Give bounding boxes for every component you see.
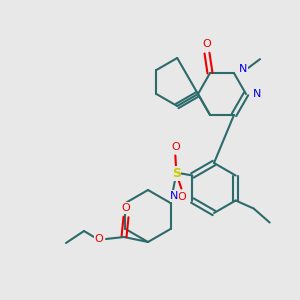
Text: N: N	[170, 191, 179, 201]
Text: O: O	[94, 234, 103, 244]
Text: O: O	[177, 193, 186, 202]
Text: O: O	[122, 203, 130, 213]
Text: N: N	[239, 64, 247, 74]
Text: S: S	[172, 167, 181, 180]
Text: O: O	[202, 39, 211, 49]
Text: O: O	[171, 142, 180, 152]
Text: N: N	[253, 89, 261, 99]
